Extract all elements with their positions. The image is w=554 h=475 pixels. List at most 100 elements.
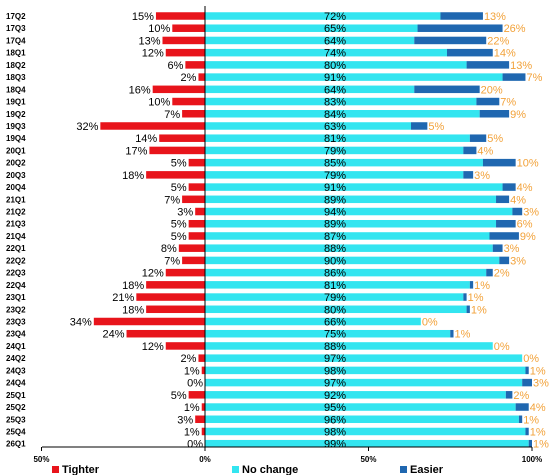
x-tick-label: 100%	[522, 455, 542, 464]
category-label: 20Q4	[6, 183, 26, 192]
data-label-easier: 1%	[533, 439, 549, 451]
legend-swatch	[52, 466, 59, 473]
bar-tighter	[188, 183, 205, 191]
bar-easier	[482, 158, 516, 167]
data-label-easier: 3%	[510, 255, 526, 267]
category-label: 21Q1	[6, 195, 26, 204]
bar-no-change	[205, 171, 464, 179]
data-label-tighter: 14%	[135, 133, 157, 145]
data-label-easier: 1%	[468, 292, 484, 304]
data-label-no-change: 86%	[324, 268, 346, 280]
data-label-easier: 3%	[504, 243, 520, 255]
category-label: 25Q4	[6, 427, 26, 436]
data-label-no-change: 99%	[324, 439, 346, 451]
category-label: 24Q1	[6, 342, 26, 351]
data-label-tighter: 2%	[181, 72, 197, 84]
category-label: 24Q4	[6, 379, 26, 388]
category-label: 22Q4	[6, 281, 26, 290]
data-label-tighter: 0%	[187, 439, 203, 451]
bar-no-change	[205, 110, 480, 118]
data-label-tighter: 1%	[184, 426, 200, 438]
legend-label: Tighter	[62, 464, 100, 475]
data-label-no-change: 64%	[324, 35, 346, 47]
bar-easier	[469, 281, 474, 289]
bar-easier	[502, 183, 516, 191]
bar-no-change	[205, 281, 470, 289]
data-label-no-change: 91%	[324, 182, 346, 194]
data-label-easier: 0%	[422, 317, 438, 329]
data-label-easier: 1%	[530, 426, 546, 438]
bar-no-change	[205, 12, 441, 20]
legend-label: No change	[242, 464, 298, 475]
bar-tighter	[126, 329, 205, 338]
bar-easier	[440, 12, 483, 20]
bar-easier	[414, 36, 487, 45]
bar-no-change	[205, 48, 447, 57]
data-label-no-change: 65%	[324, 23, 346, 35]
bar-no-change	[205, 439, 529, 448]
data-label-easier: 5%	[428, 121, 444, 133]
data-label-tighter: 10%	[148, 23, 170, 35]
category-label: 19Q3	[6, 122, 26, 131]
bar-easier	[502, 73, 526, 81]
bar-no-change	[205, 403, 516, 411]
data-label-tighter: 2%	[181, 353, 197, 365]
bar-no-change	[205, 36, 415, 45]
data-label-no-change: 98%	[324, 365, 346, 377]
bar-no-change	[205, 244, 493, 252]
data-label-no-change: 80%	[324, 60, 346, 72]
bar-easier	[414, 85, 480, 94]
bar-tighter	[201, 427, 205, 436]
bar-easier	[466, 305, 470, 314]
bar-no-change	[205, 268, 487, 277]
data-label-easier: 1%	[471, 304, 487, 316]
data-label-tighter: 13%	[138, 35, 160, 47]
data-label-no-change: 79%	[324, 170, 346, 182]
data-label-tighter: 5%	[171, 390, 187, 402]
data-label-easier: 10%	[517, 158, 539, 170]
data-label-easier: 20%	[481, 84, 503, 96]
category-label: 20Q1	[6, 146, 26, 155]
bar-tighter	[136, 293, 205, 301]
category-label: 17Q4	[6, 36, 26, 45]
category-label: 24Q2	[6, 354, 26, 363]
bar-easier	[476, 97, 500, 106]
bar-tighter	[198, 354, 205, 362]
data-label-easier: 3%	[474, 170, 490, 182]
data-label-tighter: 17%	[125, 145, 147, 157]
bar-tighter	[188, 232, 205, 240]
data-label-no-change: 92%	[324, 390, 346, 402]
bar-tighter	[149, 146, 205, 155]
data-label-no-change: 63%	[324, 121, 346, 133]
bar-easier	[479, 110, 510, 118]
bar-no-change	[205, 317, 421, 326]
bar-no-change	[205, 329, 451, 338]
bar-tighter	[201, 403, 205, 411]
category-label: 25Q1	[6, 391, 26, 400]
bar-no-change	[205, 415, 519, 424]
bar-no-change	[205, 354, 523, 362]
data-label-no-change: 89%	[324, 219, 346, 231]
data-label-easier: 7%	[500, 97, 516, 109]
bar-easier	[518, 415, 523, 424]
x-tick-label: 50%	[360, 455, 376, 464]
bar-easier	[489, 232, 519, 240]
data-label-tighter: 8%	[161, 243, 177, 255]
data-label-tighter: 3%	[177, 207, 193, 219]
category-label: 23Q1	[6, 293, 26, 302]
x-tick-label: 0%	[199, 455, 211, 464]
data-label-tighter: 18%	[122, 280, 144, 292]
bar-no-change	[205, 158, 483, 167]
category-label: 18Q3	[6, 73, 26, 82]
category-label: 19Q4	[6, 134, 26, 143]
data-label-tighter: 12%	[142, 268, 164, 280]
category-label: 17Q2	[6, 12, 26, 21]
data-label-tighter: 32%	[76, 121, 98, 133]
category-label: 25Q2	[6, 403, 26, 412]
data-label-no-change: 88%	[324, 243, 346, 255]
category-label: 19Q1	[6, 98, 26, 107]
data-label-no-change: 74%	[324, 48, 346, 60]
bar-tighter	[188, 219, 205, 228]
data-label-tighter: 16%	[129, 84, 151, 96]
bar-no-change	[205, 391, 506, 399]
